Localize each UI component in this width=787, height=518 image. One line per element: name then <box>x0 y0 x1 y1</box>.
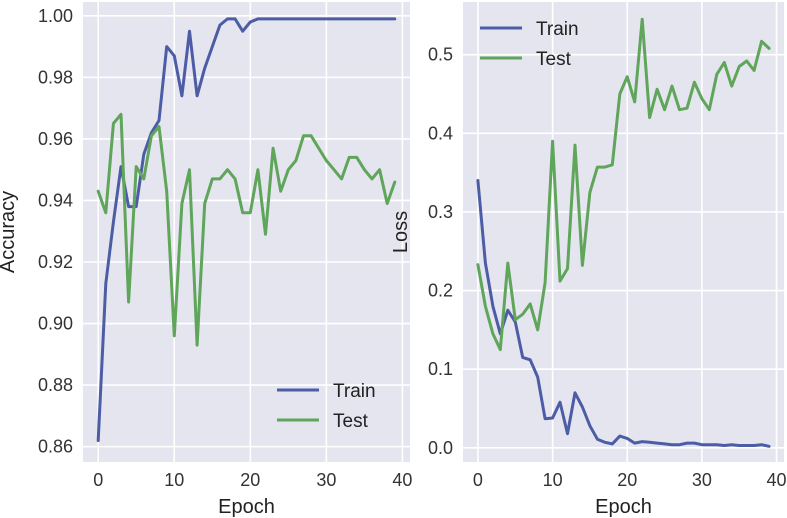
loss-x-tick-label: 0 <box>473 470 483 490</box>
loss-train-line <box>476 179 771 448</box>
accuracy-x-tick-label: 30 <box>316 470 336 490</box>
loss-y-tick-label: 0.4 <box>428 123 453 143</box>
loss-subplot: 0 10 20 30 40 0.0 0.1 0.2 0.3 0.4 0.5 Epoch Loss Trai… <box>390 2 787 518</box>
loss-x-tick-label: 10 <box>543 470 563 490</box>
loss-x-tick-label: 30 <box>692 470 712 490</box>
loss-y-tick-label: 0.0 <box>428 438 453 458</box>
accuracy-y-tick-label: 0.88 <box>38 375 73 395</box>
loss-y-tick-label: 0.3 <box>428 202 453 222</box>
accuracy-train-line <box>96 17 397 442</box>
accuracy-legend-test-label: Test <box>333 411 369 432</box>
loss-y-tick-label: 0.2 <box>428 281 453 301</box>
accuracy-x-tick-label: 0 <box>93 470 103 490</box>
accuracy-x-tick-label: 10 <box>164 470 184 490</box>
loss-x-tick-label: 20 <box>617 470 637 490</box>
loss-x-tick-label: 40 <box>767 470 787 490</box>
loss-test-line <box>476 17 771 352</box>
accuracy-y-tick-label: 0.86 <box>38 437 73 457</box>
accuracy-y-tick-label: 0.90 <box>38 314 73 334</box>
accuracy-legend: Train Test <box>277 381 376 432</box>
accuracy-y-axis-label: Accuracy <box>0 191 19 273</box>
accuracy-y-tick-label: 0.92 <box>38 252 73 272</box>
loss-plot-area <box>463 2 784 462</box>
loss-legend: Train Test <box>480 19 579 70</box>
loss-legend-test-label: Test <box>536 49 572 70</box>
accuracy-y-tick-label: 0.94 <box>38 190 73 210</box>
loss-y-axis-label: Loss <box>390 211 412 253</box>
loss-y-tick-label: 0.1 <box>428 359 453 379</box>
accuracy-x-tick-label: 40 <box>392 470 412 490</box>
accuracy-x-axis-label: Epoch <box>218 496 275 518</box>
accuracy-subplot: 0 10 20 30 40 0.86 0.88 0.90 0.92 0.94 0.96 0.98 1.0… <box>0 2 412 518</box>
accuracy-y-tick-label: 0.96 <box>38 129 73 149</box>
accuracy-x-tick-label: 20 <box>240 470 260 490</box>
accuracy-y-tick-label: 1.00 <box>38 6 73 26</box>
accuracy-y-tick-label: 0.98 <box>38 67 73 87</box>
loss-legend-train-label: Train <box>536 19 579 40</box>
loss-y-tick-label: 0.5 <box>428 45 453 65</box>
loss-x-axis-label: Epoch <box>595 496 652 518</box>
accuracy-test-line <box>96 112 397 347</box>
accuracy-legend-train-label: Train <box>333 381 376 402</box>
